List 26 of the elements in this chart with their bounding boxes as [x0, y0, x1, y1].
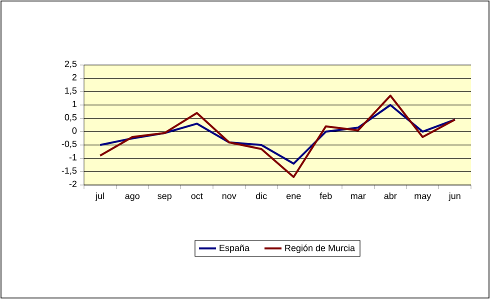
x-tick-label: abr	[384, 192, 397, 200]
y-tick-label: 1	[72, 100, 77, 108]
x-tick-label: oct	[191, 193, 203, 200]
y-tick-label: 0,5	[64, 114, 77, 122]
y-tick-label: -0,5	[62, 140, 77, 148]
x-tick-label: dic	[256, 192, 267, 200]
y-tick-label: 2,5	[64, 60, 77, 68]
x-tick-label: jun	[448, 192, 460, 201]
y-tick-label: 1,5	[65, 87, 77, 95]
y-tick-label: 0	[72, 127, 77, 134]
x-tick-label: mar	[350, 194, 366, 200]
y-tick-label: -1,5	[62, 167, 77, 175]
x-tick-label: nov	[222, 194, 236, 200]
line-series	[99, 104, 456, 165]
x-tick-label: feb	[320, 192, 332, 200]
y-tick-label: 2	[72, 74, 77, 80]
y-tick-label: -1	[69, 154, 77, 160]
legend-label: España	[220, 244, 250, 253]
x-tick-label: sep	[158, 194, 172, 201]
line-series	[99, 94, 456, 178]
legend-label: Región de Murcia	[285, 244, 356, 253]
y-tick-label: -2	[69, 180, 77, 187]
x-tick-label: jul	[95, 192, 104, 201]
x-tick-label: ene	[286, 194, 301, 200]
x-tick-label: may	[414, 194, 432, 201]
x-tick-label: ago	[125, 194, 140, 201]
